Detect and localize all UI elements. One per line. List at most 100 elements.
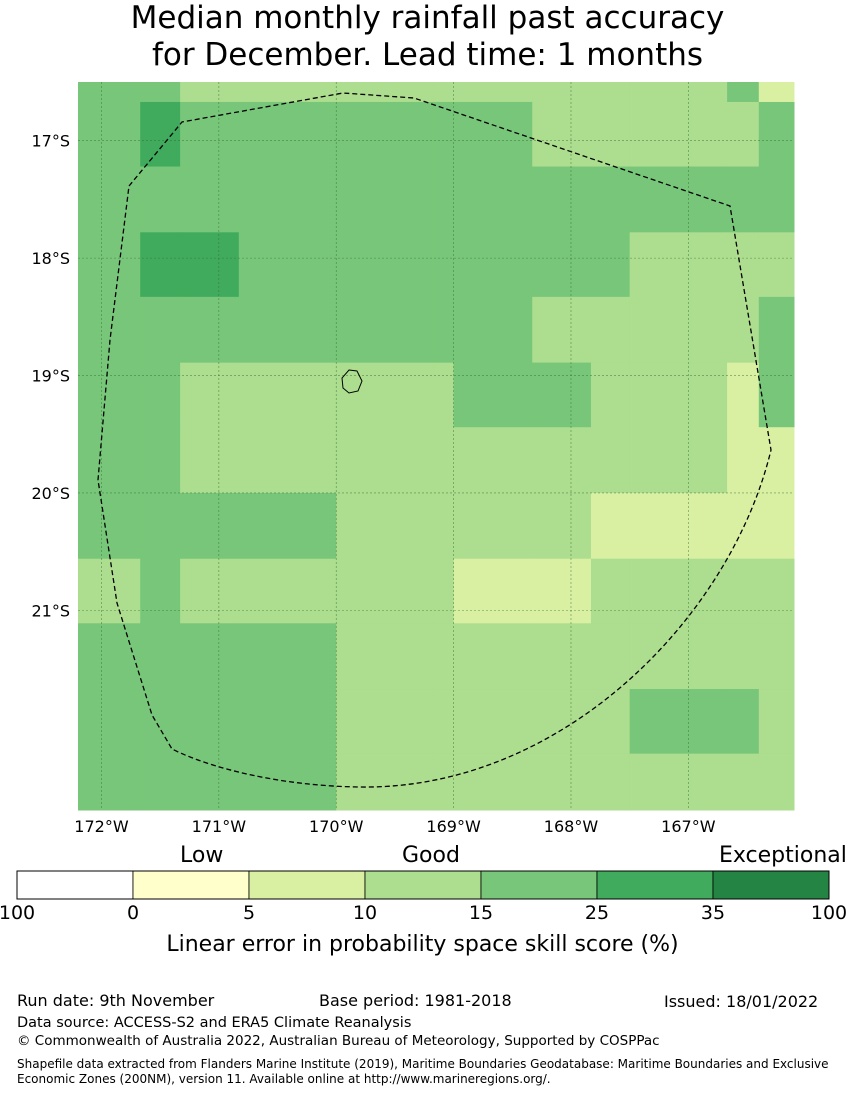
skill-cell bbox=[433, 689, 455, 755]
skill-cell bbox=[336, 427, 435, 494]
skill-cell bbox=[433, 82, 455, 103]
run-date: Run date: 9th November bbox=[17, 991, 215, 1010]
skill-cell bbox=[238, 492, 337, 560]
page-title: Median monthly rainfall past accuracy fo… bbox=[0, 0, 855, 74]
skill-cell bbox=[140, 82, 181, 103]
skill-cell bbox=[590, 296, 631, 364]
skill-cell bbox=[453, 232, 533, 298]
skill-cell bbox=[590, 689, 631, 755]
x-tick-label: 169°W bbox=[426, 817, 481, 836]
colorbar-segment bbox=[712, 870, 830, 900]
y-tick-label: 20°S bbox=[31, 484, 70, 503]
skill-cell bbox=[180, 558, 240, 624]
skill-cell bbox=[758, 296, 795, 364]
skill-cell bbox=[336, 753, 435, 811]
skill-cell bbox=[590, 82, 631, 103]
x-tick-label: 167°W bbox=[661, 817, 716, 836]
longitude-axis: 172°W 171°W 170°W 169°W 168°W 167°W bbox=[74, 817, 715, 836]
skill-cell bbox=[180, 427, 240, 494]
skill-cell bbox=[140, 689, 181, 755]
skill-cell bbox=[629, 232, 728, 298]
skill-cell bbox=[336, 689, 435, 755]
skill-cell bbox=[532, 296, 592, 364]
colorbar-segment bbox=[248, 870, 366, 900]
base-period: Base period: 1981-2018 bbox=[319, 991, 512, 1010]
skill-cell bbox=[140, 232, 181, 298]
skill-cell bbox=[238, 623, 337, 690]
skill-cell bbox=[433, 362, 455, 428]
skill-cell bbox=[433, 427, 455, 494]
skill-cell bbox=[727, 427, 760, 494]
colorbar-tick: 35 bbox=[700, 902, 726, 924]
skill-cell bbox=[727, 232, 760, 298]
skill-cell bbox=[140, 362, 181, 428]
skill-cell bbox=[532, 623, 592, 690]
skill-cell bbox=[629, 427, 728, 494]
x-tick-label: 172°W bbox=[74, 817, 129, 836]
x-tick-label: 168°W bbox=[544, 817, 599, 836]
skill-cell bbox=[758, 166, 795, 233]
skill-cell bbox=[180, 362, 240, 428]
skill-cell bbox=[453, 166, 533, 233]
skill-cell bbox=[758, 82, 795, 103]
skill-cell bbox=[78, 753, 141, 811]
skill-cell bbox=[590, 427, 631, 494]
skill-cell bbox=[433, 492, 455, 560]
skill-cell bbox=[433, 623, 455, 690]
skill-cell bbox=[433, 558, 455, 624]
skill-cell bbox=[336, 362, 435, 428]
colorbar-segment bbox=[596, 870, 714, 900]
colorbar-segment bbox=[132, 870, 250, 900]
colorbar-tick: 10 bbox=[352, 902, 378, 924]
colorbar-category-low: Low bbox=[180, 843, 224, 868]
skill-cell bbox=[727, 753, 760, 811]
colorbar-tick: 25 bbox=[584, 902, 610, 924]
skill-cell bbox=[78, 558, 141, 624]
title-line-1: Median monthly rainfall past accuracy bbox=[130, 0, 725, 36]
skill-cell bbox=[590, 558, 631, 624]
skill-cell bbox=[727, 558, 760, 624]
skill-cell bbox=[180, 101, 240, 168]
skill-cell bbox=[180, 689, 240, 755]
issued-date: Issued: 18/01/2022 bbox=[664, 992, 819, 1011]
colorbar-tick: 100 bbox=[810, 902, 848, 924]
skill-cell bbox=[453, 753, 533, 811]
skill-cell bbox=[78, 82, 141, 103]
skill-cell bbox=[758, 689, 795, 755]
colorbar-tick: 100 bbox=[0, 902, 36, 924]
skill-cell bbox=[727, 623, 760, 690]
skill-cell bbox=[453, 82, 533, 103]
skill-cell bbox=[758, 101, 795, 168]
skill-cell bbox=[78, 101, 141, 168]
skill-cell bbox=[336, 623, 435, 690]
skill-cell bbox=[180, 232, 240, 298]
colorbar-segment bbox=[16, 870, 134, 900]
copyright: © Commonwealth of Australia 2022, Austra… bbox=[17, 1033, 660, 1049]
skill-cell bbox=[140, 492, 181, 560]
skill-cell bbox=[433, 232, 455, 298]
skill-cell bbox=[629, 101, 728, 168]
colorbar-category-exceptional: Exceptional bbox=[719, 843, 847, 868]
skill-cell bbox=[590, 101, 631, 168]
skill-cell bbox=[140, 753, 181, 811]
skill-cell bbox=[140, 623, 181, 690]
skill-cell bbox=[140, 101, 181, 168]
skill-cell bbox=[433, 101, 455, 168]
skill-cell bbox=[433, 753, 455, 811]
skill-cell bbox=[238, 427, 337, 494]
skill-cell bbox=[758, 362, 795, 428]
skill-cell bbox=[180, 296, 240, 364]
skill-cell bbox=[532, 689, 592, 755]
x-tick-label: 170°W bbox=[309, 817, 364, 836]
skill-cell bbox=[78, 166, 141, 233]
skill-cell bbox=[629, 492, 728, 560]
skill-cell bbox=[758, 427, 795, 494]
skill-cell bbox=[433, 166, 455, 233]
skill-cell bbox=[78, 689, 141, 755]
skill-cell bbox=[140, 427, 181, 494]
skill-cell bbox=[727, 362, 760, 428]
skill-cell bbox=[453, 101, 533, 168]
skill-cell bbox=[590, 623, 631, 690]
skill-cell bbox=[453, 362, 533, 428]
skill-cell bbox=[629, 753, 728, 811]
